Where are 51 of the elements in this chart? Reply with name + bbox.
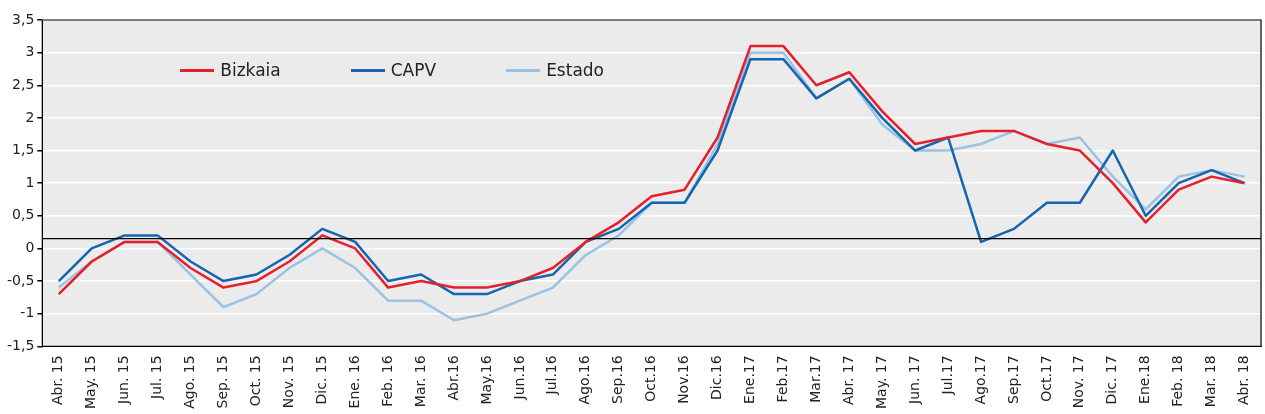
x-tick-label: Sep.17 — [1004, 355, 1021, 404]
y-tick-label: 2 — [25, 108, 35, 125]
x-tick-label: Mar. 18 — [1202, 355, 1219, 408]
x-tick-label: Ene.17 — [741, 355, 758, 404]
x-tick-label: Dic. 15 — [312, 355, 329, 405]
x-tick-label: Sep. 15 — [214, 355, 231, 409]
y-tick-label: 1,5 — [12, 141, 35, 158]
x-tick-label: Jun. 15 — [115, 355, 132, 405]
x-tick-label: Mar. 16 — [411, 355, 428, 408]
x-tick-label: Mar.17 — [806, 355, 823, 403]
x-tick-label: Ago. 15 — [181, 355, 198, 409]
x-tick-label: Jun. 17 — [905, 355, 922, 405]
x-tick-label: Ago.17 — [971, 355, 988, 405]
x-tick-label: May. 15 — [82, 355, 99, 410]
x-tick-label: Ene. 16 — [345, 355, 362, 409]
x-tick-label: Abr. 18 — [1235, 355, 1252, 405]
y-tick-label: 0 — [25, 239, 35, 256]
y-tick-label: -1 — [20, 304, 35, 321]
x-tick-label: Oct.17 — [1037, 355, 1054, 402]
x-tick-label: May. 17 — [872, 355, 889, 410]
y-tick-label: 0,5 — [12, 206, 35, 223]
x-tick-label: Jul.16 — [543, 355, 560, 396]
x-tick-label: Dic. 17 — [1103, 355, 1120, 405]
x-tick-label: Feb.17 — [774, 355, 791, 403]
x-tick-label: Feb. 18 — [1169, 355, 1186, 407]
legend-label: Estado — [546, 60, 604, 80]
x-tick-label: Nov. 15 — [279, 355, 296, 409]
x-tick-label: Abr. 17 — [839, 355, 856, 405]
x-tick-label: Sep.16 — [609, 355, 626, 404]
y-tick-label: 2,5 — [12, 75, 35, 92]
x-tick-label: Oct.16 — [642, 355, 659, 402]
x-tick-label: Nov.16 — [675, 355, 692, 404]
legend-label: CAPV — [390, 60, 437, 80]
x-tick-label: Abr. 15 — [49, 355, 66, 405]
y-tick-label: -0,5 — [6, 271, 35, 288]
x-tick-label: Oct. 15 — [247, 355, 264, 407]
y-tick-label: 1 — [25, 173, 35, 190]
x-tick-label: Ago.16 — [576, 355, 593, 405]
x-tick-label: Abr.16 — [444, 355, 461, 401]
x-tick-label: Ene.18 — [1136, 355, 1153, 404]
x-tick-label: Feb. 16 — [378, 355, 395, 407]
y-tick-label: 3 — [25, 43, 35, 60]
x-tick-label: Jul.17 — [938, 355, 955, 396]
x-tick-label: May.16 — [477, 355, 494, 405]
x-tick-label: Nov. 17 — [1070, 355, 1087, 409]
legend-label: Bizkaia — [220, 60, 281, 80]
y-tick-label: 3,5 — [12, 10, 35, 27]
x-tick-label: Dic.16 — [708, 355, 725, 400]
x-tick-label: Jun.16 — [510, 355, 527, 401]
y-tick-label: -1,5 — [6, 336, 35, 353]
x-tick-label: Jul. 15 — [148, 355, 165, 400]
